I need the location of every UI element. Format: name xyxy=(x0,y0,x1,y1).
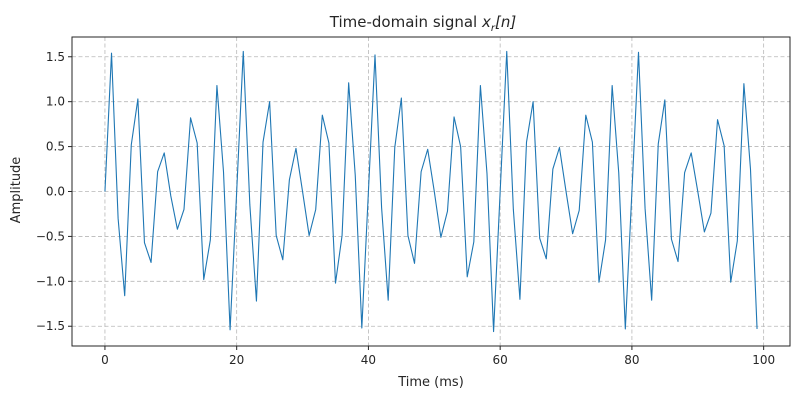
x-tick-label: 0 xyxy=(101,353,109,367)
y-tick-label: 0.0 xyxy=(46,185,65,199)
title-math-subscript: r xyxy=(491,23,496,34)
x-tick-label: 20 xyxy=(229,353,244,367)
y-axis-label: Amplitude xyxy=(9,157,24,224)
series-layer xyxy=(104,50,758,333)
x-tick-label: 60 xyxy=(493,353,508,367)
chart-title: Time-domain signal xr[n] xyxy=(329,13,517,34)
y-tick-label: −1.5 xyxy=(36,319,65,333)
y-tick-label: −1.0 xyxy=(36,274,65,288)
chart-title-text: Time-domain signal xyxy=(329,13,482,31)
x-tick-label: 100 xyxy=(752,353,775,367)
x-axis-label: Time (ms) xyxy=(397,375,464,390)
y-tick-label: 1.0 xyxy=(46,95,65,109)
axes: 0 20 40 60 80 100 −1.5 −1.0 −0.5 0.0 0.5 1.0 1.5 xyxy=(36,36,791,367)
x-tick-label: 80 xyxy=(624,353,639,367)
series-line xyxy=(104,50,758,333)
y-tick-label: 0.5 xyxy=(46,140,65,154)
y-tick-label: −0.5 xyxy=(36,229,65,243)
title-math-arg: [n] xyxy=(495,13,516,31)
x-tick-label: 40 xyxy=(361,353,376,367)
grid xyxy=(72,37,790,346)
y-tick-label: 1.5 xyxy=(46,50,65,64)
title-math-symbol: x xyxy=(481,13,491,31)
